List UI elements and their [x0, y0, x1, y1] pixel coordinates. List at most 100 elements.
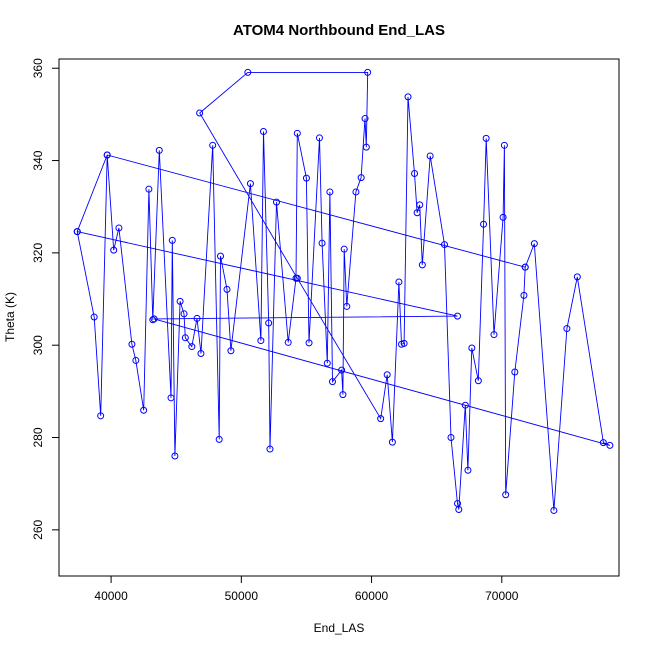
data-point — [318, 239, 326, 247]
y-axis-label: Theta (K) — [3, 292, 17, 342]
data-point — [140, 406, 148, 414]
data-point — [502, 491, 510, 499]
data-point — [115, 224, 123, 232]
data-point — [171, 452, 179, 460]
data-point — [499, 213, 507, 221]
data-point — [383, 371, 391, 379]
data-point — [90, 313, 98, 321]
data-point — [474, 377, 482, 385]
series-line — [76, 71, 611, 511]
y-axis: 260 280 300 320 340 360 — [31, 58, 60, 540]
data-point — [480, 220, 488, 228]
data-point — [168, 236, 176, 244]
data-point — [454, 312, 462, 320]
data-point — [323, 359, 331, 367]
data-point — [411, 169, 419, 177]
data-point — [145, 185, 153, 193]
data-point — [326, 188, 334, 196]
data-point — [259, 127, 267, 135]
data-point — [447, 434, 455, 442]
data-point — [293, 129, 301, 137]
data-point — [193, 314, 201, 322]
data-point — [197, 350, 205, 358]
data-point — [227, 347, 235, 355]
data-point — [468, 344, 476, 352]
data-point — [521, 263, 529, 271]
data-point — [455, 506, 463, 514]
data-point — [244, 68, 252, 76]
data-point — [293, 274, 301, 282]
data-point — [128, 340, 136, 348]
data-point — [305, 339, 313, 347]
data-point — [357, 174, 365, 182]
data-point — [404, 93, 412, 101]
data-point — [196, 109, 204, 117]
data-point — [490, 331, 498, 339]
data-point — [464, 466, 472, 474]
chart-title: ATOM4 Northbound End_LAS — [233, 22, 445, 39]
data-point — [362, 143, 370, 151]
data-point — [149, 316, 157, 324]
data-point — [176, 297, 184, 305]
data-point — [416, 201, 424, 209]
x-tick-label: 50000 — [225, 589, 259, 603]
x-axis-label: End_LAS — [314, 621, 365, 635]
data-point — [266, 445, 274, 453]
data-point — [530, 240, 538, 248]
data-point — [188, 343, 196, 351]
data-point — [97, 412, 105, 420]
data-point — [340, 245, 348, 253]
y-tick-label: 260 — [31, 520, 45, 540]
data-point — [461, 401, 469, 409]
y-tick-label: 280 — [31, 427, 45, 447]
data-point — [573, 273, 581, 281]
data-point — [343, 302, 351, 310]
data-point — [110, 246, 118, 254]
data-point — [599, 439, 607, 447]
data-point — [395, 278, 403, 286]
data-point — [272, 198, 280, 206]
data-point — [482, 134, 490, 142]
x-axis: 40000 50000 60000 70000 — [94, 575, 519, 603]
data-point — [302, 174, 310, 182]
data-point — [215, 435, 223, 443]
y-tick-label: 300 — [31, 335, 45, 355]
data-point — [246, 180, 254, 188]
x-tick-label: 70000 — [485, 589, 519, 603]
data-point — [103, 151, 111, 159]
data-point — [284, 338, 292, 346]
data-point — [440, 241, 448, 249]
data-point — [223, 285, 231, 293]
y-tick-label: 360 — [31, 58, 45, 78]
data-point — [550, 506, 558, 514]
data-point — [563, 325, 571, 333]
data-point — [257, 337, 265, 345]
x-tick-label: 40000 — [94, 589, 128, 603]
data-point — [265, 319, 273, 327]
data-point — [377, 415, 385, 423]
data-point — [315, 134, 323, 142]
y-tick-label: 340 — [31, 150, 45, 170]
data-point — [132, 356, 140, 364]
data-point — [520, 291, 528, 299]
data-point — [606, 441, 614, 449]
series-layer — [73, 68, 614, 514]
data-point — [511, 368, 519, 376]
data-point — [388, 438, 396, 446]
data-point — [339, 391, 347, 399]
data-point — [413, 209, 421, 217]
data-point — [328, 378, 336, 386]
data-point — [155, 146, 163, 154]
x-tick-label: 60000 — [355, 589, 389, 603]
data-point — [364, 68, 372, 76]
data-point — [150, 315, 158, 323]
data-point — [167, 394, 175, 402]
data-point — [361, 115, 369, 123]
data-point — [209, 141, 217, 149]
data-point — [418, 261, 426, 269]
data-point — [500, 141, 508, 149]
data-point — [426, 152, 434, 160]
data-point — [181, 334, 189, 342]
data-point — [352, 188, 360, 196]
